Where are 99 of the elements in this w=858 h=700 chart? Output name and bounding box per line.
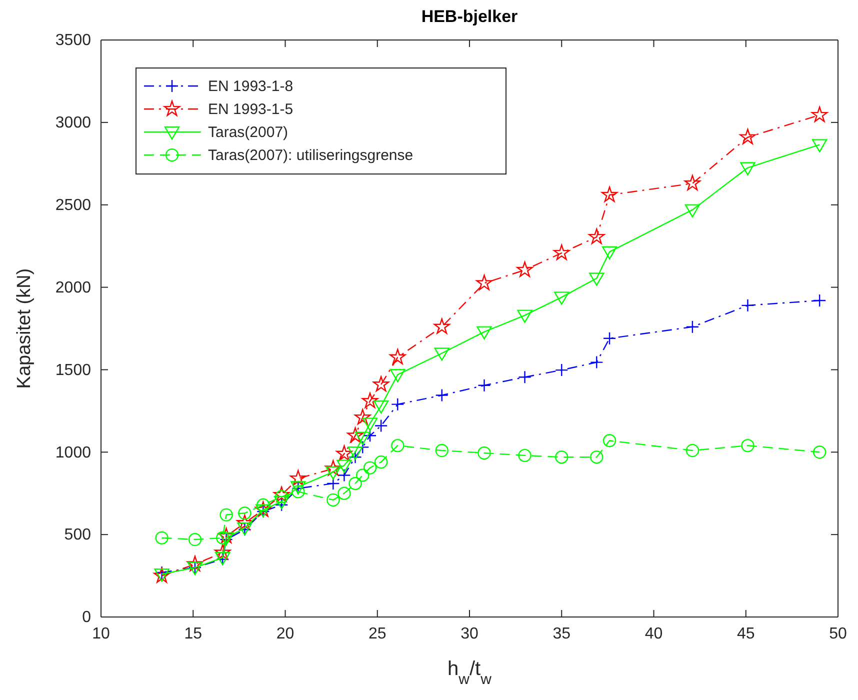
point (391, 438, 404, 452)
point (812, 139, 828, 152)
point (812, 294, 826, 308)
point (476, 326, 492, 340)
point (589, 272, 604, 286)
y-tick-label: 3500 (55, 32, 92, 50)
point (390, 369, 406, 382)
point (517, 310, 532, 323)
point (336, 445, 352, 461)
legend-label: Taras(2007) (208, 124, 288, 141)
point (236, 514, 253, 530)
point (601, 186, 618, 202)
point (214, 544, 231, 560)
x-tick-label: 45 (736, 625, 755, 642)
y-tick-label: 500 (64, 526, 92, 544)
point (518, 370, 532, 384)
point (554, 292, 570, 305)
x-tick-label: 50 (829, 625, 847, 642)
chart-title: HEB-bjelker (421, 7, 518, 26)
point (602, 434, 616, 448)
point (555, 363, 568, 377)
point (347, 427, 364, 443)
point (812, 446, 826, 459)
point (390, 348, 406, 364)
point (220, 508, 233, 522)
point (478, 446, 491, 460)
point (155, 531, 168, 544)
point (356, 468, 370, 482)
point (478, 378, 491, 392)
point (740, 128, 756, 144)
point (348, 476, 362, 490)
point (435, 388, 448, 402)
point (290, 470, 306, 486)
point (434, 348, 450, 361)
point (516, 261, 533, 277)
point (518, 448, 532, 462)
point (356, 440, 370, 454)
point (325, 460, 342, 476)
point (348, 446, 363, 460)
point (374, 455, 388, 469)
point (686, 444, 700, 458)
point (374, 419, 388, 432)
point (555, 450, 568, 464)
legend-label: EN 1993-1-8 (208, 78, 294, 95)
legend-label: Taras(2007): utiliseringsgrense (208, 147, 414, 164)
point (336, 460, 352, 473)
y-tick-label: 3000 (55, 114, 92, 132)
point (372, 376, 390, 392)
y-tick-label: 2000 (55, 279, 92, 296)
point (602, 332, 616, 345)
point (218, 528, 234, 544)
point (354, 409, 371, 425)
point (362, 392, 378, 408)
point (373, 400, 389, 414)
point (554, 244, 570, 260)
point (355, 432, 370, 445)
point (435, 444, 448, 458)
point (292, 485, 305, 498)
point (326, 476, 340, 490)
point (476, 274, 492, 290)
y-tick-label: 1000 (55, 444, 92, 462)
x-tick-label: 40 (644, 625, 663, 642)
point (326, 493, 340, 507)
point (741, 298, 754, 312)
point (741, 438, 754, 452)
point (363, 429, 377, 442)
point (273, 486, 290, 502)
point (348, 450, 362, 464)
x-tick-label: 20 (276, 625, 294, 642)
point (434, 318, 450, 334)
point (686, 320, 700, 334)
x-axis-title: h$_{w}$/t$_{w}$ (448, 658, 492, 688)
point (740, 162, 756, 176)
point (602, 246, 618, 260)
point (338, 468, 351, 482)
point (186, 556, 204, 572)
y-axis-title: Kapasitet (kN) (14, 268, 35, 389)
point (811, 106, 828, 122)
x-tick-label: 10 (92, 625, 110, 642)
legend-label: EN 1993-1-5 (208, 101, 294, 118)
point (590, 450, 604, 464)
y-tick-label: 1500 (55, 362, 92, 379)
point (238, 506, 252, 520)
point (588, 228, 605, 244)
point (188, 532, 202, 546)
point (362, 418, 378, 431)
x-tick-label: 35 (552, 625, 571, 642)
point (684, 174, 701, 190)
point (391, 398, 404, 411)
y-tick-label: 2500 (55, 196, 92, 214)
point (590, 356, 604, 369)
point (684, 204, 700, 218)
point (338, 486, 351, 500)
x-tick-label: 25 (368, 625, 386, 642)
point (363, 461, 377, 474)
x-tick-label: 15 (184, 625, 202, 642)
y-tick-label: 0 (82, 609, 92, 626)
x-tick-label: 30 (460, 625, 478, 642)
point (255, 501, 272, 517)
